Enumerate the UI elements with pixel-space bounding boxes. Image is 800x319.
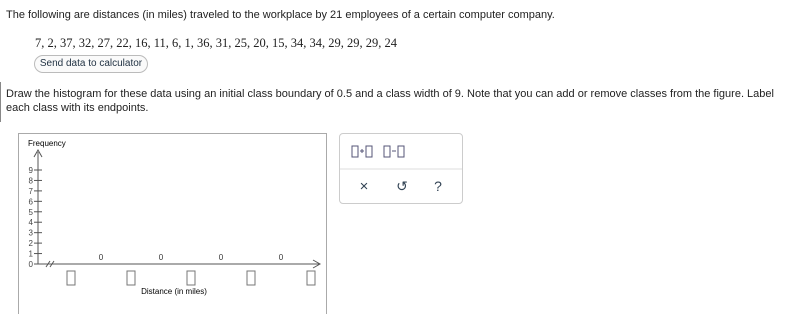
toolbox: × ↺ ? xyxy=(339,133,463,204)
boundary-input[interactable] xyxy=(306,270,316,286)
x-arrow xyxy=(312,259,322,269)
bar-value-label: 0 xyxy=(99,253,104,262)
y-tick-label: 1 xyxy=(29,250,34,259)
y-tick-label: 0 xyxy=(29,260,34,269)
send-button[interactable]: Send data to calculator xyxy=(34,55,148,73)
boundary-input[interactable] xyxy=(246,270,256,286)
boundary-input[interactable] xyxy=(186,270,196,286)
y-tick-label: 5 xyxy=(29,208,34,217)
y-tick-label: 4 xyxy=(29,218,34,227)
intro-text: The following are distances (in miles) t… xyxy=(6,9,555,21)
bar-value-label: 0 xyxy=(219,253,224,262)
y-tick-label: 7 xyxy=(29,187,34,196)
y-axis-label: Frequency xyxy=(28,139,66,148)
reset-button[interactable]: ↺ xyxy=(396,178,408,194)
y-tick-label: 9 xyxy=(29,166,34,175)
boundary-input[interactable] xyxy=(66,270,76,286)
histogram: Frequency Distance (in miles) 0123456789… xyxy=(28,139,322,296)
y-tick-label: 2 xyxy=(29,239,34,248)
y-tick-label: 6 xyxy=(29,197,34,206)
toolbox-icons: × ↺ ? xyxy=(340,145,462,195)
bar-value-label: 0 xyxy=(279,253,284,262)
remove-class-icon[interactable] xyxy=(383,145,405,158)
axis-break xyxy=(45,260,55,268)
divider xyxy=(0,82,1,122)
x-axis-label: Distance (in miles) xyxy=(141,287,207,296)
help-button[interactable]: ? xyxy=(434,178,442,194)
bar-value-label: 0 xyxy=(159,253,164,262)
instructions: Draw the histogram for these data using … xyxy=(6,88,774,114)
boundary-input[interactable] xyxy=(126,270,136,286)
add-class-icon[interactable] xyxy=(351,145,373,158)
close-button[interactable]: × xyxy=(360,178,369,195)
y-arrow xyxy=(33,148,43,158)
y-tick-label: 8 xyxy=(29,176,34,185)
data-list: 7, 2, 37, 32, 27, 22, 16, 11, 6, 1, 36, … xyxy=(35,36,398,50)
y-tick-label: 3 xyxy=(29,229,34,238)
